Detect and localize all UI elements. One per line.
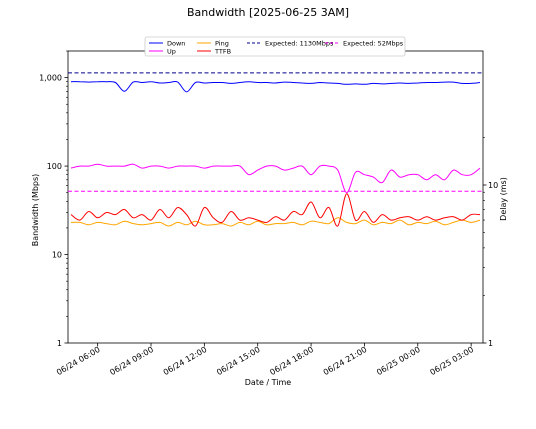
x-tick-label: 06/25 00:00 [375,345,422,377]
y-right-tick-label: 1 [488,339,493,348]
x-tick-label: 06/24 12:00 [162,345,209,377]
plot-frame [67,50,484,344]
x-tick-label: 06/25 03:00 [429,345,476,377]
y-axis-label-left: Bandwidth (Mbps) [31,174,40,247]
y-axis-label-right: Delay (ms) [499,177,508,221]
series-line-ttfb [70,193,481,227]
series-line-ping [70,217,481,227]
y-tick-label: 100 [47,162,62,171]
legend-label: TTFB [214,48,231,56]
y-tick-label: 1,000 [39,74,62,83]
y-tick-label: 10 [52,251,62,260]
legend-label: Up [167,48,176,56]
x-tick-label: 06/24 06:00 [55,345,102,377]
legend-label: Expected: 52Mbps [343,40,404,48]
legend-label: Ping [215,40,229,48]
x-tick-label: 06/24 09:00 [108,345,155,377]
x-axis-label: Date / Time [245,378,292,387]
x-tick-label: 06/24 15:00 [215,345,262,377]
legend-label: Down [167,40,185,48]
y-right-tick-label: 10 [488,181,498,190]
x-tick-label: 06/24 18:00 [268,345,315,377]
chart-title: Bandwidth [2025-06-25 3AM] [187,6,349,19]
x-tick-label: 06/24 21:00 [322,345,369,377]
y-tick-label: 1 [57,339,62,348]
legend-label: Expected: 1130Mbps [265,40,334,48]
series-line-down [70,80,481,93]
series-line-up [70,163,481,194]
